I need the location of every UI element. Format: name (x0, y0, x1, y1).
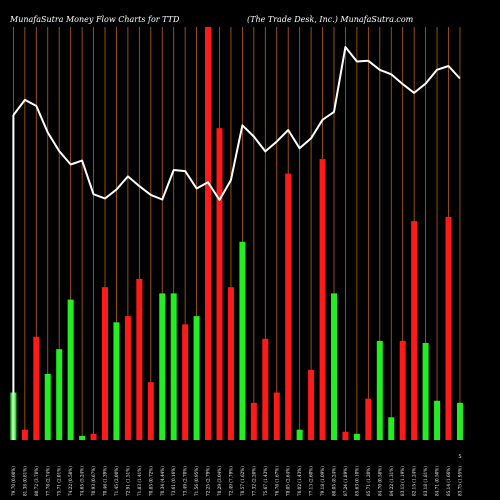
x-tick-label: 71.45 (2.00%) (114, 466, 119, 496)
money-flow-bar (170, 293, 177, 440)
x-tick-label: 77.78 (2.74%) (45, 466, 50, 496)
money-flow-bar (399, 340, 406, 440)
x-tick-label: 76.76 (1.67%) (274, 466, 279, 496)
last-value-marker: 5 (458, 454, 461, 460)
money-flow-bar (113, 322, 120, 440)
x-tick-label: 78.57 (1.62%) (240, 466, 245, 496)
money-flow-bar (205, 27, 212, 440)
x-tick-label: 80.72 (3.78%) (34, 466, 39, 496)
money-flow-bar (308, 369, 315, 440)
money-flow-bar (342, 431, 349, 440)
money-flow-bar (124, 316, 131, 440)
money-flow-bar (21, 429, 28, 440)
header-left: MunafaSutra Money Flow Charts for TTD (9, 15, 180, 24)
money-flow-bar (136, 278, 143, 440)
header-right: (The Trade Desk, Inc.) MunafaSutra.com (247, 15, 414, 24)
money-flow-bar (445, 216, 452, 440)
x-tick-label: 73.61 (0.16%) (171, 466, 176, 496)
money-flow-bar (285, 173, 292, 441)
x-tick-label: 75.71 (2.01%) (57, 466, 62, 496)
money-flow-bar (182, 324, 189, 440)
x-tick-label: 75.67 (1.43%) (263, 466, 268, 496)
x-tick-label: 79.18 (1.09%) (320, 466, 325, 496)
money-flow-bar (456, 402, 463, 440)
money-flow-bar (102, 287, 108, 440)
x-tick-label: 77.13 (2.60%) (309, 466, 314, 496)
x-tick-label: 70.85 (0.72%) (148, 466, 153, 496)
x-tick-label: 74.22 (0.58%) (68, 466, 73, 496)
price-line (12, 46, 461, 440)
money-flow-bar (411, 221, 418, 440)
money-flow-bar (422, 342, 429, 440)
money-flow-bar (33, 336, 40, 440)
money-flow-bar (388, 417, 395, 440)
money-flow-bar (44, 373, 51, 440)
x-tick-label: 70.29 (3.04%) (217, 466, 222, 496)
money-flow-bar (227, 287, 234, 440)
x-tick-label: 70.34 (4.44%) (160, 466, 165, 496)
x-tick-label: 72.91 (1.51%) (125, 466, 130, 496)
money-flow-bar (365, 398, 372, 440)
x-tick-label: 79.70 (0.00%) (11, 466, 16, 496)
money-flow-bar (296, 429, 303, 440)
x-tick-label: 71.83 (1.41%) (137, 466, 142, 496)
money-flow-bar (90, 433, 97, 440)
x-tick-label: 82.15 (1.24%) (412, 466, 417, 496)
money-flow-bar (239, 241, 246, 440)
x-tick-label: 73.49 (2.70%) (183, 466, 188, 496)
x-tick-label: 72.49 (7.79%) (228, 466, 233, 496)
money-flow-bar (216, 128, 223, 440)
money-flow-bar (262, 338, 269, 440)
money-flow-bar (273, 392, 280, 440)
money-flow-bar (147, 382, 154, 440)
x-tick-label: 70.46 (1.39%) (103, 466, 108, 496)
x-tick-label: 85.63 (0.10%) (354, 466, 359, 496)
x-tick-label: 71.56 (0.95%) (194, 466, 199, 496)
money-flow-bar (56, 349, 63, 440)
x-tick-label: 78.05 (2.64%) (286, 466, 291, 496)
money-flow-bar (67, 299, 74, 440)
price-polyline (12, 46, 461, 201)
x-tick-label: 72.25 (2.79%) (206, 466, 211, 496)
money-flow-bar (376, 340, 383, 440)
x-tick-label: 85.14 (1.66%) (446, 466, 451, 496)
x-tick-label: 81.38 (0.81%) (22, 466, 27, 496)
money-flow-bar (353, 433, 360, 440)
x-axis-labels: 79.70 (0.00%) 81.38 (0.81%) 80.72 (3.78%) 7… (11, 466, 463, 496)
x-tick-label: 80.05 (8.24%) (332, 466, 337, 496)
money-flow-bar (250, 402, 257, 440)
x-tick-label: 83.13 (1.19%) (400, 466, 405, 496)
money-flow-bar (331, 293, 337, 440)
x-tick-label: 87.24 (1.89%) (343, 466, 348, 496)
bar-series (10, 27, 463, 441)
x-tick-label: 70.93 (0.67%) (91, 466, 96, 496)
x-tick-label: 83.75 (1.95%) (457, 466, 462, 496)
x-tick-label: 84.70 (0.58%) (377, 466, 382, 496)
money-flow-bar (193, 316, 200, 440)
x-tick-label: 83.18 (1.81%) (423, 466, 428, 496)
x-tick-label: 84.71 (0.50%) (435, 466, 440, 496)
x-tick-label: 76.02 (1.43%) (297, 466, 302, 496)
money-flow-bar (319, 159, 326, 440)
money-flow-bar (159, 293, 166, 440)
money-flow-bar (434, 400, 441, 440)
x-tick-label: 84.22 (1.31%) (389, 466, 394, 496)
x-tick-label: 74.65 (5.24%) (80, 466, 85, 496)
x-tick-label: 85.71 (1.20%) (366, 466, 371, 496)
money-flow-bar (79, 435, 86, 440)
x-tick-label: 77.32 (2.20%) (251, 466, 256, 496)
